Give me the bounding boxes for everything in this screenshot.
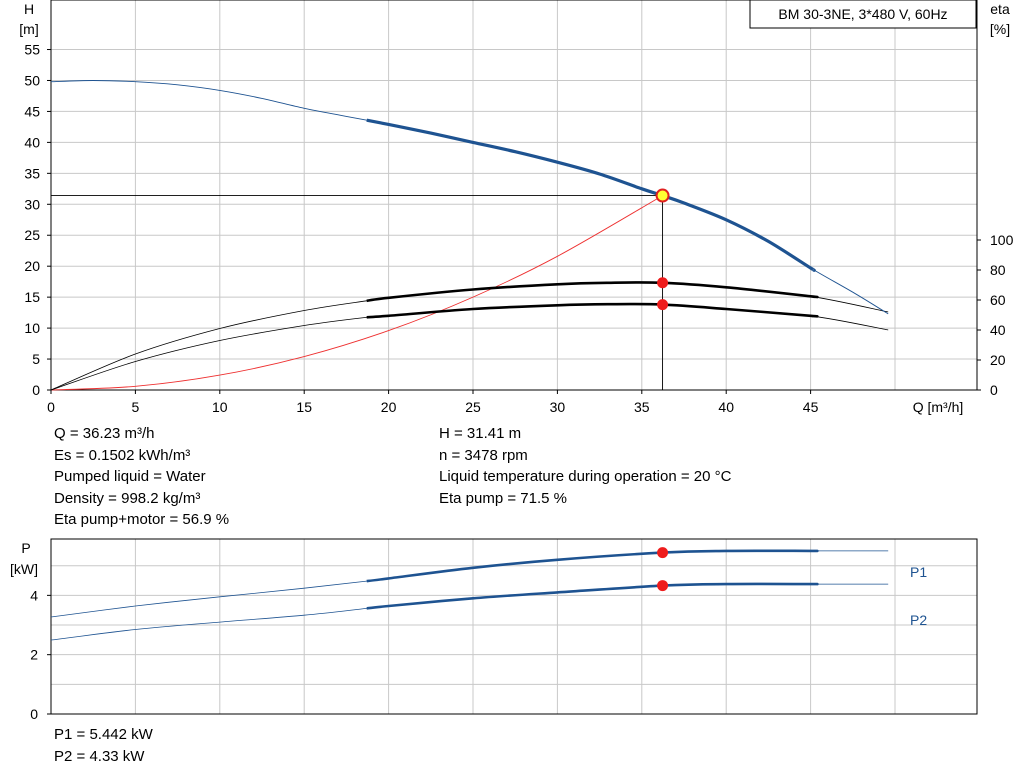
chart-title: BM 30-3NE, 3*480 V, 60Hz (778, 6, 947, 22)
y-axis-unit-h: [m] (19, 21, 38, 37)
info-block-left: Q = 36.23 m³/h Es = 0.1502 kWh/m³ Pumped… (54, 423, 229, 531)
y-tick-label-eta: 40 (990, 322, 1006, 338)
head-curve-operating-range (366, 118, 816, 272)
head-chart-frame (50, 0, 978, 391)
x-axis-label-q: Q [m³/h] (913, 399, 964, 415)
x-tick-label: 15 (296, 399, 312, 415)
y-axis-label-h: H (24, 1, 34, 17)
y-tick-label-eta: 60 (990, 292, 1006, 308)
series-label-p1: P1 (910, 564, 927, 580)
x-tick-label: 40 (718, 399, 734, 415)
y-axis-unit-p: [kW] (10, 561, 38, 577)
chart-title-box (749, 0, 977, 29)
y-tick-label-p: 0 (30, 706, 38, 722)
power-chart-grid (51, 539, 977, 714)
power-curve-p2-operating-range (366, 582, 819, 610)
y-tick-label-h: 25 (24, 227, 40, 243)
axis-ticks: 0 5 10 15 20 25 30 35 40 450510152025303540455055… (24, 42, 1013, 722)
info-flow: Q = 36.23 m³/h (54, 425, 155, 442)
head-curve-full (50, 80, 889, 315)
y-tick-label-h: 0 (32, 382, 40, 398)
info-speed: n = 3478 rpm (439, 446, 528, 464)
series-label-p2: P2 (910, 612, 927, 628)
info-block-power: P1 = 5.442 kW P2 = 4.33 kW (54, 724, 153, 767)
efficiency-total-curve-full (50, 303, 889, 391)
info-eta-pump-motor: Eta pump+motor = 56.9 % (54, 511, 230, 528)
info-liquid-temperature: Liquid temperature during operation = 20… (439, 468, 732, 485)
x-tick-label: 20 (381, 399, 397, 415)
efficiency-curve-operating-range (366, 281, 819, 303)
info-pumped-liquid: Pumped liquid = Water (54, 468, 206, 485)
duty-point-eta-pump-marker (657, 277, 669, 289)
info-head: H = 31.41 m (439, 425, 522, 442)
system-curve (50, 195, 663, 391)
duty-point-head-marker (655, 188, 670, 203)
duty-point-p1-marker (657, 547, 669, 559)
y-axis-label-p: P (21, 540, 30, 556)
power-chart-curves (50, 547, 889, 641)
x-tick-label: 5 (132, 399, 140, 415)
power-curve-p2-full (50, 583, 889, 641)
y-tick-label-eta: 80 (990, 262, 1006, 278)
x-tick-label: 0 (47, 399, 55, 415)
duty-point-eta-total-marker (657, 299, 669, 311)
info-density: Density = 998.2 kg/m³ (54, 489, 201, 507)
info-eta-pump: Eta pump = 71.5 % (439, 489, 567, 507)
y-tick-label-h: 10 (24, 320, 40, 336)
y-tick-label-h: 40 (24, 134, 40, 150)
y-tick-label-h: 30 (24, 196, 40, 212)
y-tick-label-h: 35 (24, 165, 40, 181)
y-tick-label-h: 15 (24, 289, 40, 305)
x-tick-label: 35 (634, 399, 650, 415)
y-tick-label-eta: 20 (990, 352, 1006, 368)
y-tick-label-h: 50 (24, 72, 40, 88)
y-tick-label-h: 20 (24, 258, 40, 274)
y-tick-label-eta: 0 (990, 382, 998, 398)
y-axis-unit-eta: [%] (990, 21, 1010, 37)
y-axis-label-eta: eta (990, 1, 1010, 17)
x-tick-label: 10 (212, 399, 228, 415)
power-curve-p1-operating-range (366, 549, 819, 583)
info-specific-energy: Es = 0.1502 kWh/m³ (54, 446, 191, 464)
y-tick-label-p: 2 (30, 647, 38, 663)
head-chart-grid (51, 0, 977, 390)
x-tick-label: 25 (465, 399, 481, 415)
x-tick-label: 45 (803, 399, 819, 415)
y-tick-label-p: 4 (30, 587, 38, 603)
y-tick-label-h: 45 (24, 103, 40, 119)
info-p1: P1 = 5.442 kW (54, 726, 153, 743)
y-tick-label-eta: 100 (990, 232, 1014, 248)
duty-point-p2-marker (657, 580, 669, 592)
efficiency-total-curve-operating-range (366, 302, 819, 319)
info-block-right: H = 31.41 m n = 3478 rpm Liquid temperat… (439, 423, 731, 509)
head-chart-curves (50, 80, 889, 391)
y-tick-label-h: 55 (24, 42, 40, 58)
power-chart-frame (50, 538, 978, 715)
y-tick-label-h: 5 (32, 351, 40, 367)
x-tick-label: 30 (550, 399, 566, 415)
info-p2: P2 = 4.33 kW (54, 747, 145, 765)
